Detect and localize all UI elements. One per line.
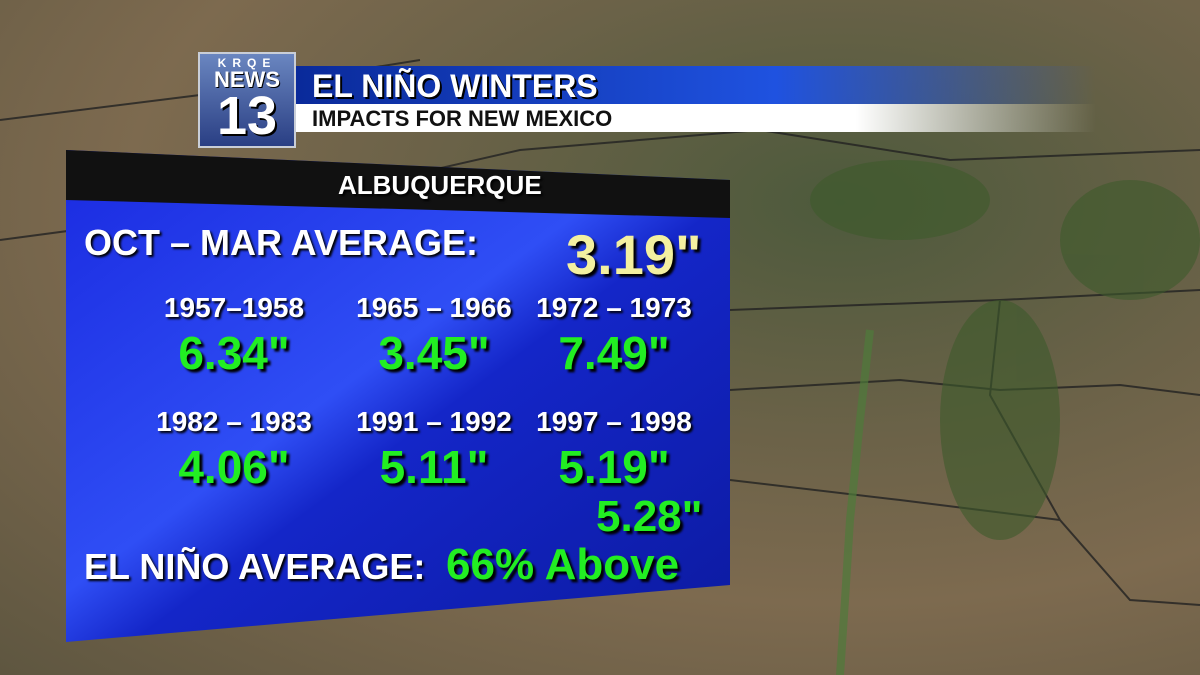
- subtitle-bar: [296, 104, 1096, 132]
- normal-value: 3.19": [566, 223, 702, 286]
- station-logo: KRQE NEWS 13: [198, 52, 296, 148]
- winter-years: 1997 – 1998: [536, 406, 692, 437]
- winter-years: 1982 – 1983: [156, 406, 312, 437]
- winter-value: 5.19": [558, 441, 670, 493]
- winter-value: 5.11": [379, 441, 489, 493]
- logo-brand: NEWS: [214, 67, 280, 92]
- panel-body: [66, 150, 730, 642]
- el-nino-label: EL NIÑO AVERAGE:: [84, 546, 426, 587]
- winter-years: 1957–1958: [163, 292, 305, 323]
- logo-station: KRQE: [217, 56, 277, 70]
- winter-value: 4.06": [178, 441, 290, 493]
- winter-years: 1991 – 1992: [356, 406, 512, 437]
- winter-value: 6.34": [178, 327, 290, 379]
- panel-title: ALBUQUERQUE: [338, 170, 542, 200]
- winter-years: 1972 – 1973: [536, 292, 692, 323]
- winter-years: 1965 – 1966: [356, 292, 512, 323]
- winter-value: 3.45": [378, 327, 490, 379]
- normal-label: OCT – MAR AVERAGE:: [84, 222, 479, 263]
- el-nino-value: 5.28": [596, 492, 703, 541]
- el-nino-comparison: 66% Above: [446, 540, 680, 589]
- header-subtitle: IMPACTS FOR NEW MEXICO: [312, 106, 613, 131]
- header-title: EL NIÑO WINTERS: [312, 68, 598, 104]
- panel-title-bar: [66, 150, 730, 218]
- title-bar: [296, 66, 1096, 104]
- logo-channel: 13: [216, 86, 278, 146]
- winter-value: 7.49": [558, 327, 670, 379]
